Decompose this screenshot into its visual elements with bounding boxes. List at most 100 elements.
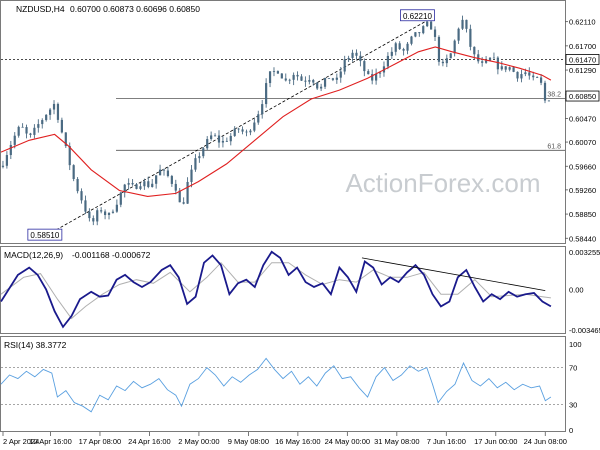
candle-body	[182, 202, 185, 204]
candle-body	[363, 61, 366, 72]
candle-body	[268, 71, 272, 84]
candle-body	[469, 28, 472, 47]
marked-level-box	[565, 54, 600, 65]
candle-body	[355, 52, 358, 56]
low-label: 0.58510	[30, 231, 59, 240]
price-scales: 0.621100.617000.612900.608800.604700.600…	[565, 18, 600, 435]
candle-body	[484, 60, 488, 63]
candle-body	[433, 29, 437, 37]
macd-values: -0.001168 -0.000672	[72, 250, 151, 260]
candle-body	[528, 72, 531, 76]
candle-body	[453, 40, 456, 54]
candle-body	[123, 184, 126, 193]
candle-body	[296, 74, 299, 77]
rsi-tick-label: 0	[569, 426, 573, 435]
candle-body	[477, 54, 480, 62]
candle-body	[162, 169, 166, 171]
candle-body	[276, 71, 280, 74]
candle-body	[60, 119, 63, 133]
candle-body	[198, 156, 201, 159]
candle-body	[265, 83, 268, 105]
candle-body	[17, 126, 20, 136]
candle-body	[139, 186, 142, 189]
candle-body	[131, 183, 134, 185]
fib-61-label: 61.8	[547, 143, 561, 150]
candle-body	[339, 71, 342, 78]
rsi-line	[0, 357, 552, 413]
rsi-tick-label: 30	[569, 400, 577, 409]
candle-body	[143, 181, 146, 187]
rsi-tick-label: 70	[569, 364, 577, 373]
candle-body	[41, 120, 44, 125]
candle-body	[312, 80, 315, 83]
candle-body	[390, 51, 393, 56]
macd-panel-frame	[0, 246, 566, 334]
price-tick-label: 0.61700	[569, 42, 596, 51]
time-tick-label: 7 Jun 16:00	[427, 437, 466, 446]
candle-body	[29, 133, 32, 135]
candle-body	[237, 128, 240, 130]
candle-body	[103, 211, 107, 216]
candle-body	[233, 128, 236, 136]
candle-body	[190, 169, 193, 182]
time-tick-label: 17 Apr 08:00	[79, 437, 122, 446]
candle-body	[488, 57, 492, 61]
candle-body	[174, 183, 177, 191]
candle-body	[347, 57, 350, 60]
candle-body	[327, 77, 331, 79]
price-tick-label: 0.59260	[569, 186, 596, 195]
macd-tick-label: -0.003465	[569, 326, 600, 335]
time-tick-label: 2 May 00:00	[178, 437, 219, 446]
macd-trendline	[361, 257, 546, 291]
candle-body	[496, 57, 499, 70]
candle-body	[229, 135, 232, 142]
candle-body	[284, 78, 287, 81]
time-tick-label: 24 Jun 08:00	[524, 437, 567, 446]
candle-body	[375, 73, 378, 81]
candle-body	[88, 211, 91, 219]
candle-body	[441, 61, 444, 64]
candle-body	[9, 144, 12, 156]
candle-body	[394, 43, 397, 52]
macd-title: MACD(12,26,9)	[4, 250, 63, 260]
candle-body	[323, 77, 327, 87]
price-tick-label: 0.59660	[569, 162, 596, 171]
price-tick-label: 0.62110	[569, 18, 596, 27]
price-tick-label: 0.61290	[569, 66, 596, 75]
candle-body	[178, 190, 181, 203]
macd-line	[0, 250, 552, 329]
candle-body	[158, 169, 162, 176]
candle-body	[524, 72, 527, 75]
candle-body	[96, 210, 99, 222]
candle-body	[445, 58, 448, 64]
candle-body	[304, 80, 307, 82]
candle-body	[107, 212, 111, 216]
candle-body	[166, 170, 170, 177]
candle-body	[115, 204, 118, 212]
candle-body	[414, 32, 417, 37]
candle-body	[25, 127, 28, 134]
candle-body	[225, 140, 228, 142]
candle-body	[532, 75, 535, 78]
time-tick-label: 2 Apr 2024	[3, 437, 39, 446]
candle-body	[520, 74, 523, 79]
candle-body	[84, 200, 87, 212]
candle-body	[351, 52, 354, 58]
candle-body	[402, 49, 405, 51]
high-label: 0.62210	[403, 12, 432, 21]
candle-body	[422, 26, 425, 34]
moving-average-line	[0, 46, 552, 197]
price-tick-label: 0.58440	[569, 234, 596, 243]
current-price-label: 0.60850	[569, 92, 596, 101]
candle-body	[418, 32, 421, 34]
candle-body	[536, 77, 539, 79]
candle-body	[206, 139, 209, 149]
candle-body	[170, 176, 173, 184]
time-tick-label: 16 May 16:00	[275, 437, 320, 446]
candle-body	[335, 77, 338, 80]
candle-body	[221, 140, 225, 143]
macd-tick-label: 0.003255	[569, 248, 600, 257]
candle-body	[64, 132, 67, 147]
candle-body	[316, 82, 319, 89]
